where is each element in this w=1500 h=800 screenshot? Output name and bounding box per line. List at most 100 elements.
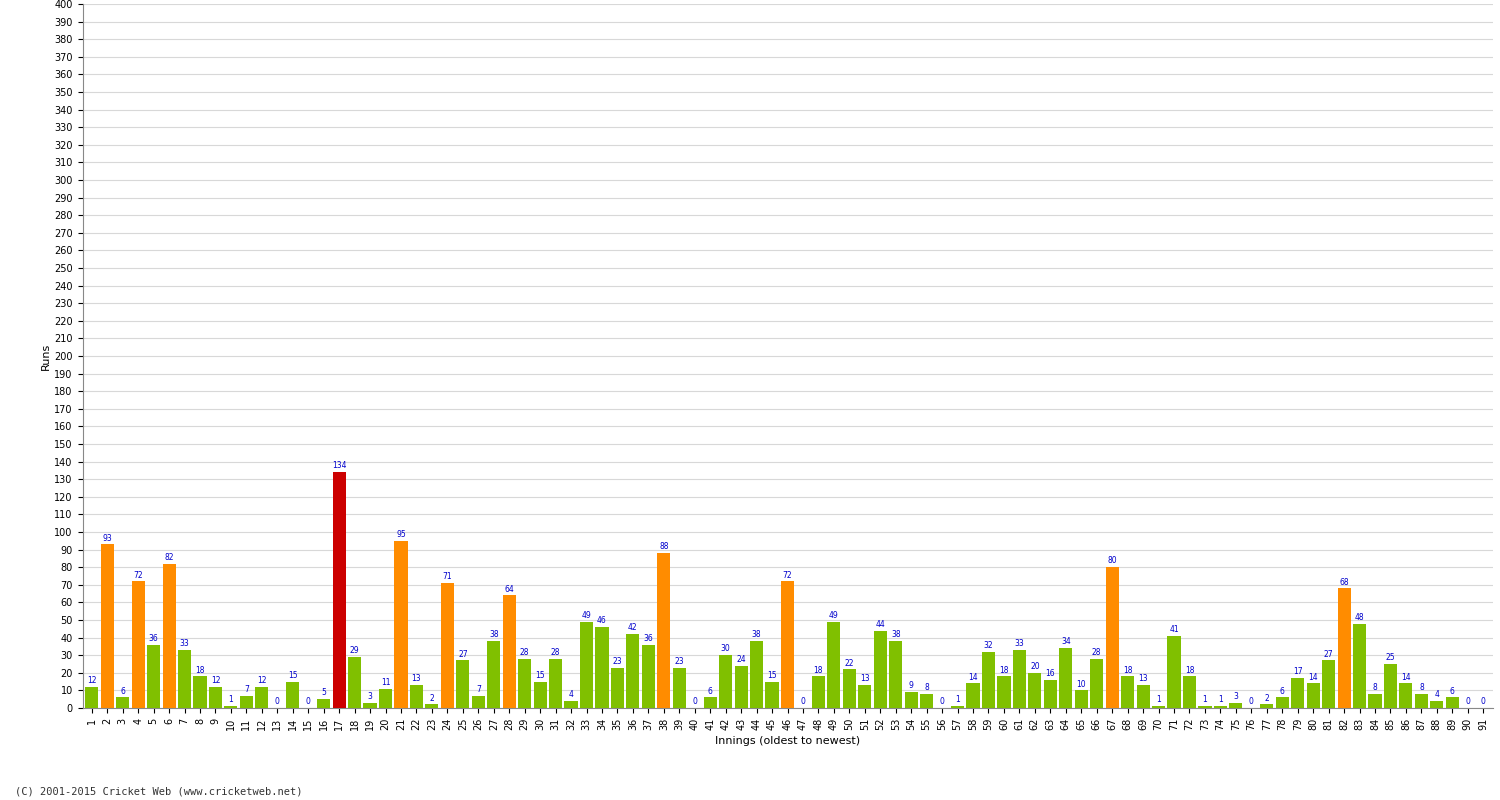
Bar — [718, 655, 732, 708]
Text: 18: 18 — [813, 666, 824, 674]
Bar — [1384, 664, 1396, 708]
Bar — [178, 650, 190, 708]
Text: 44: 44 — [876, 620, 885, 629]
Text: 15: 15 — [288, 671, 297, 680]
Text: 38: 38 — [489, 630, 498, 639]
Bar — [255, 687, 268, 708]
Bar — [441, 583, 454, 708]
Text: 8: 8 — [924, 683, 928, 692]
Text: 16: 16 — [1046, 669, 1054, 678]
Text: 64: 64 — [504, 585, 515, 594]
Text: 29: 29 — [350, 646, 360, 655]
Text: 9: 9 — [909, 682, 914, 690]
Bar — [904, 692, 918, 708]
Text: 2: 2 — [1264, 694, 1269, 702]
Bar — [1306, 683, 1320, 708]
Text: 88: 88 — [658, 542, 669, 551]
Bar — [782, 582, 794, 708]
Text: 82: 82 — [165, 553, 174, 562]
Bar — [642, 645, 656, 708]
X-axis label: Innings (oldest to newest): Innings (oldest to newest) — [716, 736, 860, 746]
Text: 6: 6 — [120, 686, 124, 696]
Bar — [1074, 690, 1088, 708]
Text: 0: 0 — [1480, 698, 1485, 706]
Text: 12: 12 — [87, 676, 96, 685]
Text: 8: 8 — [1372, 683, 1377, 692]
Bar — [549, 658, 562, 708]
Text: 7: 7 — [476, 685, 480, 694]
Text: 49: 49 — [582, 611, 591, 620]
Text: 0: 0 — [801, 698, 806, 706]
Text: 93: 93 — [102, 534, 112, 542]
Text: 32: 32 — [984, 641, 993, 650]
Bar — [627, 634, 639, 708]
Bar — [890, 641, 903, 708]
Text: 10: 10 — [1077, 680, 1086, 689]
Text: 49: 49 — [830, 611, 839, 620]
Bar — [1260, 705, 1274, 708]
Text: 6: 6 — [1450, 686, 1455, 696]
Bar — [456, 661, 470, 708]
Text: 14: 14 — [968, 673, 978, 682]
Text: 95: 95 — [396, 530, 406, 539]
Bar — [998, 676, 1011, 708]
Text: 38: 38 — [752, 630, 762, 639]
Text: 18: 18 — [999, 666, 1008, 674]
Text: 72: 72 — [134, 570, 142, 579]
Text: 33: 33 — [1014, 639, 1025, 648]
Text: 18: 18 — [1185, 666, 1194, 674]
Text: 2: 2 — [429, 694, 435, 702]
Bar — [209, 687, 222, 708]
Bar — [348, 657, 361, 708]
Text: 15: 15 — [536, 671, 544, 680]
Bar — [1400, 683, 1413, 708]
Bar — [873, 630, 886, 708]
Bar — [1338, 588, 1350, 708]
Bar — [162, 564, 176, 708]
Bar — [225, 706, 237, 708]
Text: 24: 24 — [736, 655, 746, 664]
Bar — [1322, 661, 1335, 708]
Bar — [1090, 658, 1104, 708]
Bar — [116, 698, 129, 708]
Bar — [363, 702, 376, 708]
Text: 34: 34 — [1060, 638, 1071, 646]
Bar — [564, 701, 578, 708]
Text: 13: 13 — [1138, 674, 1148, 683]
Text: 28: 28 — [1092, 648, 1101, 657]
Y-axis label: Runs: Runs — [42, 342, 51, 370]
Text: 15: 15 — [766, 671, 777, 680]
Text: 1: 1 — [1156, 695, 1161, 705]
Text: 7: 7 — [244, 685, 249, 694]
Text: 18: 18 — [1124, 666, 1132, 674]
Text: 4: 4 — [1434, 690, 1440, 699]
Text: 14: 14 — [1401, 673, 1410, 682]
Bar — [518, 658, 531, 708]
Text: 3: 3 — [1233, 692, 1239, 701]
Bar — [194, 676, 207, 708]
Bar — [1044, 680, 1058, 708]
Bar — [657, 553, 670, 708]
Bar — [1137, 685, 1149, 708]
Bar — [132, 582, 144, 708]
Bar — [147, 645, 160, 708]
Bar — [394, 541, 408, 708]
Bar — [426, 705, 438, 708]
Text: 41: 41 — [1168, 625, 1179, 634]
Text: 22: 22 — [844, 658, 853, 667]
Text: 1: 1 — [228, 695, 234, 705]
Text: 14: 14 — [1308, 673, 1318, 682]
Text: 71: 71 — [442, 572, 452, 582]
Text: 11: 11 — [381, 678, 390, 687]
Bar — [1152, 706, 1166, 708]
Bar — [1230, 702, 1242, 708]
Text: 28: 28 — [520, 648, 530, 657]
Text: 72: 72 — [783, 570, 792, 579]
Bar — [765, 682, 778, 708]
Text: 6: 6 — [1280, 686, 1284, 696]
Text: 27: 27 — [458, 650, 468, 658]
Bar — [1059, 648, 1072, 708]
Text: 48: 48 — [1354, 613, 1365, 622]
Bar — [1198, 706, 1212, 708]
Bar — [1184, 676, 1196, 708]
